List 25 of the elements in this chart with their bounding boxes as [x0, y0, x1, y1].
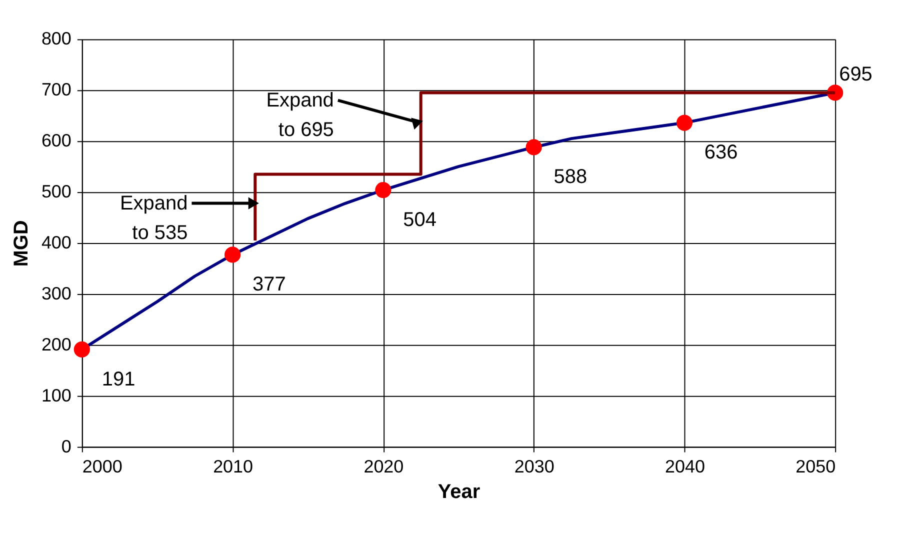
y-tick-label: 400 [41, 232, 72, 253]
x-tick-label: 2000 [82, 456, 122, 476]
y-tick-label: 0 [61, 436, 72, 456]
y-tick-label: 100 [41, 385, 72, 406]
y-tick-label: 600 [41, 130, 72, 151]
x-tick-label: 2020 [364, 456, 404, 476]
x-tick-label: 2040 [664, 456, 705, 476]
y-tick-label: 200 [41, 334, 72, 354]
x-tick-label: 2030 [514, 456, 554, 476]
data-label: 588 [554, 166, 588, 188]
x-axis-title: Year [438, 481, 480, 504]
data-label: 504 [403, 208, 436, 231]
y-axis-title: MGD [10, 220, 32, 267]
x-tick-label: 2050 [796, 456, 836, 476]
annotation: Expand to 695 [266, 89, 334, 142]
x-tick-label: 2010 [213, 456, 254, 476]
y-tick-label: 800 [41, 28, 72, 49]
annotation: Expand to 535 [120, 192, 188, 244]
data-label: 695 [839, 64, 872, 86]
y-tick-label: 500 [41, 182, 72, 202]
data-label: 377 [252, 274, 286, 296]
data-label: 191 [102, 368, 136, 390]
y-tick-label: 700 [41, 80, 72, 100]
y-tick-label: 300 [41, 283, 72, 304]
data-label: 636 [704, 142, 738, 164]
